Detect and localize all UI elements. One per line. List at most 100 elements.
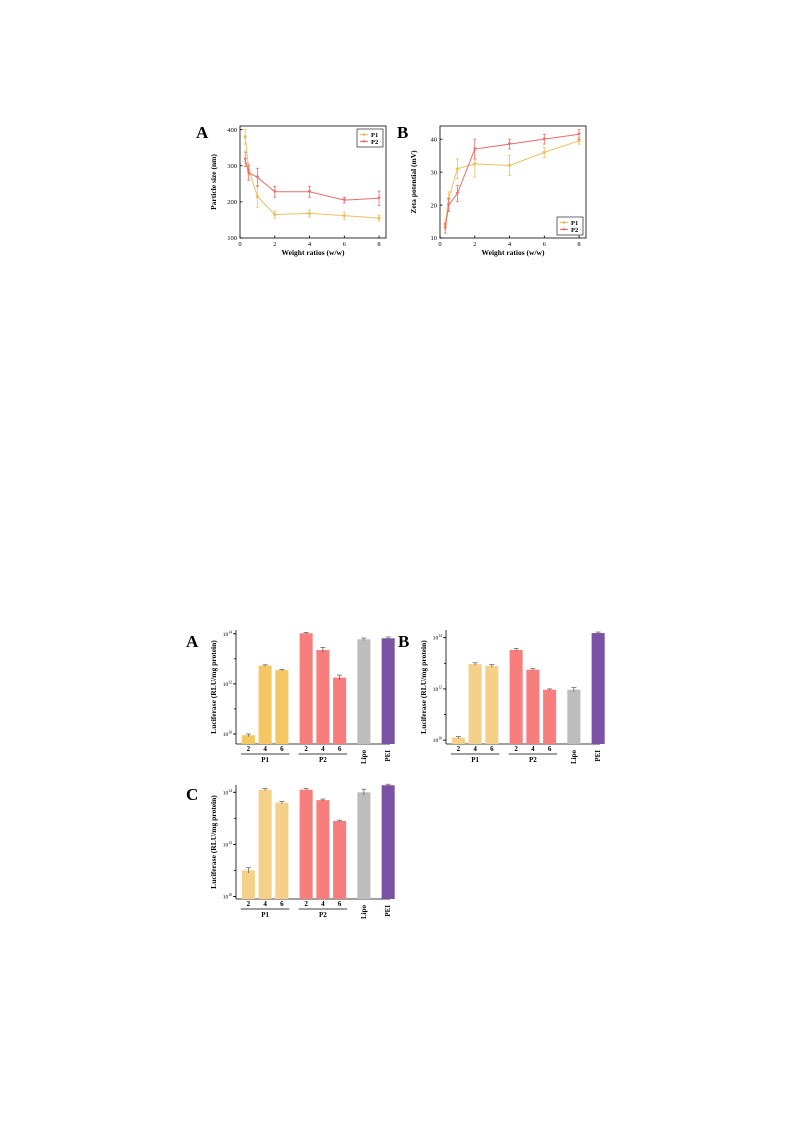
y-tick-label: 1010 bbox=[223, 893, 232, 901]
bar bbox=[299, 789, 313, 899]
x-tick-label: 8 bbox=[377, 241, 380, 248]
group-label: P1 bbox=[261, 756, 269, 764]
bar bbox=[258, 665, 272, 744]
data-point bbox=[342, 198, 347, 202]
bar bbox=[591, 633, 605, 744]
y-tick: 1012 bbox=[433, 685, 446, 693]
x-tick-label: 2 bbox=[273, 241, 276, 248]
data-point bbox=[472, 147, 477, 151]
group-label: P2 bbox=[319, 756, 327, 764]
x-tick: 4 bbox=[308, 235, 312, 248]
series-p2 bbox=[243, 151, 381, 206]
y-tick: 100 bbox=[227, 235, 243, 242]
bar bbox=[316, 800, 330, 899]
series-p1 bbox=[443, 137, 581, 231]
category-label: PEI bbox=[594, 750, 602, 762]
y-tick-label: 1014 bbox=[223, 789, 232, 797]
line-chart-a: 0 2 4 6 8 100 200 300 400 Weight ratios (w/w) Part… bbox=[196, 123, 387, 257]
y-axis-label: Luciferase (RLU/mg protein) bbox=[419, 640, 428, 734]
y-tick: 1014 bbox=[223, 789, 236, 797]
series-p2 bbox=[443, 128, 581, 234]
category-label: 2 bbox=[304, 900, 308, 908]
y-tick: 1014 bbox=[223, 630, 236, 638]
category-label: 6 bbox=[548, 745, 552, 753]
bar bbox=[241, 870, 255, 899]
category-label: 2 bbox=[304, 745, 308, 753]
legend-marker bbox=[362, 133, 366, 136]
y-tick-label: 1012 bbox=[223, 680, 232, 688]
y-tick: 1012 bbox=[223, 680, 236, 688]
x-tick: 4 bbox=[508, 235, 512, 248]
x-tick-label: 2 bbox=[473, 241, 476, 248]
category-label: PEI bbox=[384, 750, 392, 762]
bar bbox=[258, 789, 272, 899]
series-line bbox=[444, 140, 580, 225]
category-label: 6 bbox=[338, 900, 342, 908]
y-tick: 300 bbox=[227, 163, 243, 170]
y-tick-label: 1010 bbox=[433, 737, 442, 745]
y-axis-label: Zeta potential (mV) bbox=[409, 150, 418, 214]
data-point bbox=[377, 216, 381, 220]
series-line bbox=[244, 136, 380, 219]
category-label: 4 bbox=[321, 900, 325, 908]
line-chart-b: 0 2 4 6 8 10 20 30 40 Weight ratios (w/w) Zeta pot… bbox=[397, 123, 587, 257]
y-tick: 1012 bbox=[223, 841, 236, 849]
panel-label: B bbox=[397, 123, 408, 142]
data-point bbox=[246, 171, 251, 175]
y-tick-label: 1012 bbox=[433, 685, 442, 693]
y-tick: 200 bbox=[227, 199, 243, 206]
panel-label: B bbox=[398, 632, 409, 651]
bar bbox=[275, 802, 289, 899]
data-point bbox=[243, 157, 248, 162]
legend-box bbox=[556, 216, 584, 236]
category-label: 2 bbox=[247, 745, 251, 753]
category-label: 4 bbox=[263, 745, 267, 753]
legend-label: P2 bbox=[371, 139, 378, 146]
series-line bbox=[444, 133, 580, 229]
category-label: Lipo bbox=[360, 905, 368, 920]
bar bbox=[381, 785, 395, 899]
data-point bbox=[273, 212, 277, 217]
x-tick-label: 0 bbox=[238, 241, 241, 248]
legend-marker bbox=[562, 228, 566, 232]
category-label: 6 bbox=[338, 745, 342, 753]
x-tick-label: 6 bbox=[543, 241, 547, 248]
data-point bbox=[307, 190, 312, 194]
bar bbox=[526, 669, 540, 744]
panel-label: C bbox=[186, 785, 198, 804]
category-label: Lipo bbox=[570, 750, 578, 765]
data-point bbox=[243, 135, 247, 139]
y-tick-label: 20 bbox=[431, 202, 438, 209]
category-label: 2 bbox=[457, 745, 461, 753]
y-tick-label: 1012 bbox=[223, 841, 232, 849]
bar bbox=[241, 735, 255, 744]
group-label: P2 bbox=[319, 911, 327, 919]
x-tick: 0 bbox=[238, 235, 242, 248]
panel-label: A bbox=[196, 123, 209, 142]
data-point bbox=[455, 192, 460, 196]
bar bbox=[299, 633, 313, 744]
y-tick-label: 40 bbox=[431, 136, 438, 143]
x-tick: 0 bbox=[438, 235, 442, 248]
group-label: P2 bbox=[529, 756, 537, 764]
x-tick-label: 4 bbox=[508, 241, 512, 248]
group-label: P1 bbox=[471, 756, 479, 764]
y-tick: 1010 bbox=[223, 730, 236, 738]
data-point bbox=[446, 203, 451, 207]
x-tick: 8 bbox=[577, 235, 581, 248]
x-tick: 6 bbox=[343, 235, 347, 248]
x-tick: 2 bbox=[473, 235, 476, 248]
data-point bbox=[377, 196, 381, 201]
y-tick: 30 bbox=[431, 169, 443, 176]
bar-chart-b: 1010 1012 1014 Luciferase (RLU/mg protein) B… bbox=[398, 630, 605, 764]
bar bbox=[567, 689, 581, 744]
bar-chart-a: 1010 1012 1014 Luciferase (RLU/mg protein) A… bbox=[186, 630, 395, 764]
y-tick-label: 400 bbox=[227, 127, 237, 134]
y-tick: 10 bbox=[431, 235, 443, 242]
y-tick-label: 200 bbox=[227, 199, 237, 206]
category-label: Lipo bbox=[360, 750, 368, 765]
data-point bbox=[473, 162, 477, 166]
series-line bbox=[244, 159, 380, 201]
category-label: 6 bbox=[280, 745, 284, 753]
